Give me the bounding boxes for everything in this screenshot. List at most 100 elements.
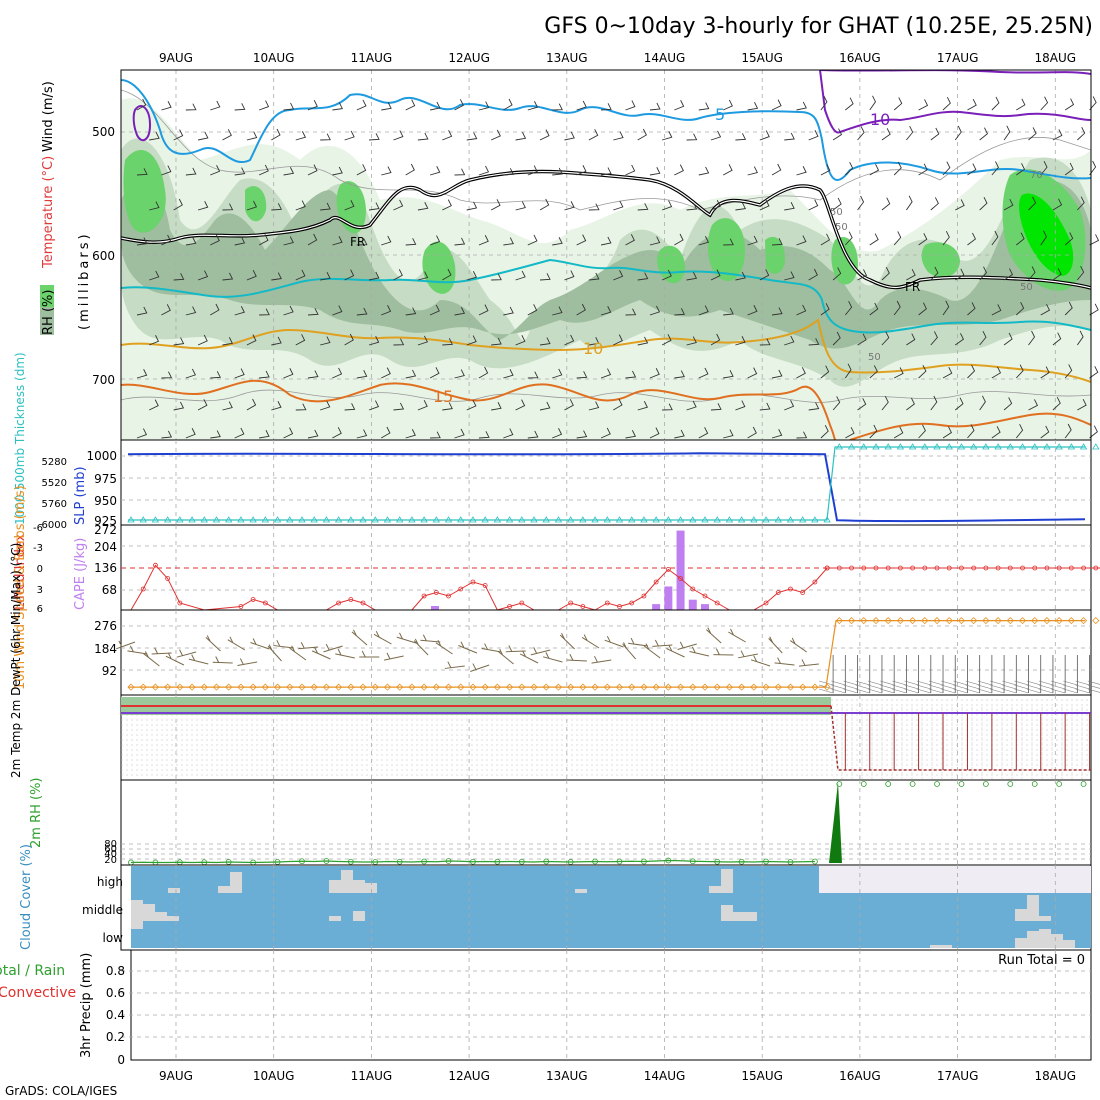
wind-barb bbox=[698, 166, 710, 176]
cape-bar bbox=[676, 530, 685, 610]
wind-barb bbox=[588, 337, 600, 346]
lifted-index-marker bbox=[140, 586, 146, 592]
wind-barb bbox=[552, 237, 563, 246]
rh2m-marker bbox=[763, 858, 769, 865]
wind-barb bbox=[698, 427, 709, 439]
wind-barb bbox=[258, 234, 269, 246]
lifted-index-marker bbox=[1056, 565, 1062, 571]
wind-barb bbox=[234, 306, 245, 316]
wind-barb bbox=[661, 269, 672, 281]
wind-barb bbox=[368, 271, 380, 281]
wind-barb bbox=[283, 427, 294, 439]
thickness-marker bbox=[933, 443, 941, 450]
wind-barb bbox=[503, 306, 514, 316]
wind10m-speed-line bbox=[128, 620, 1085, 688]
lifted-index-marker bbox=[824, 565, 830, 571]
wind10m-barb-flag bbox=[880, 684, 895, 690]
wind-barb bbox=[222, 203, 234, 211]
wind-barb bbox=[527, 234, 538, 246]
clear-patch bbox=[1027, 895, 1039, 921]
clear-patch bbox=[1015, 909, 1027, 921]
wind10m-barb bbox=[396, 632, 417, 644]
ylabel-wind: Wind (m/s) bbox=[41, 81, 56, 152]
bottom-date-label: 13AUG bbox=[546, 1069, 588, 1083]
thickness-marker bbox=[1006, 443, 1015, 450]
thickness-marker bbox=[591, 516, 599, 523]
wind10m-barb-flag bbox=[831, 680, 846, 686]
wind10m-barb bbox=[165, 652, 185, 666]
ylabel-wind10m: 10m Wind Speed & Barbs (m/s) bbox=[13, 485, 28, 690]
wind10m-speed-marker bbox=[200, 683, 208, 691]
cape-bars bbox=[431, 530, 709, 610]
wind-barb bbox=[869, 365, 878, 379]
wind-barb bbox=[405, 99, 416, 111]
wind10m-barb bbox=[289, 645, 307, 661]
wind-barb bbox=[539, 401, 551, 411]
lifted-index-marker bbox=[836, 565, 842, 571]
wind-barb bbox=[674, 100, 685, 111]
wind-barb bbox=[979, 196, 988, 211]
rh-shade-green-8 bbox=[831, 237, 858, 285]
wind10m-speed-marker bbox=[139, 683, 147, 691]
wind10m-speed-marker bbox=[628, 683, 636, 691]
wind-barb bbox=[735, 271, 746, 281]
wind10m-barb bbox=[728, 628, 746, 643]
thickness-marker bbox=[786, 516, 795, 523]
wind10m-barb-flag bbox=[831, 684, 846, 690]
wind10m-barb bbox=[384, 652, 404, 661]
wind-barb bbox=[405, 238, 417, 246]
wind-barb bbox=[454, 428, 465, 439]
wind-barb bbox=[686, 336, 697, 346]
wind-barb bbox=[967, 232, 977, 246]
wind-barb bbox=[674, 164, 684, 176]
wind-barb bbox=[661, 334, 672, 346]
wind10m-speed-marker bbox=[762, 683, 770, 691]
wind-tick-276: 276 bbox=[94, 619, 117, 633]
wind-barb bbox=[173, 198, 183, 211]
wind10m-speed-marker bbox=[212, 683, 221, 691]
wind10m-speed-marker bbox=[860, 617, 868, 625]
clear-patch bbox=[167, 916, 179, 921]
wind-barb bbox=[149, 132, 160, 141]
wind10m-barb bbox=[413, 638, 429, 656]
wind-barb bbox=[1089, 366, 1099, 379]
rh2m-marker bbox=[1007, 781, 1014, 787]
temp-0-contour bbox=[121, 258, 1091, 334]
wind-barb bbox=[930, 197, 939, 211]
thickness-marker bbox=[212, 516, 221, 523]
lifted-index-marker bbox=[1020, 565, 1025, 571]
wind-barb bbox=[747, 235, 758, 246]
wind-barb bbox=[698, 367, 709, 379]
wind-barb bbox=[881, 197, 891, 211]
wind-barb bbox=[942, 231, 950, 246]
thickness-marker bbox=[518, 516, 526, 523]
wind-barb bbox=[808, 338, 820, 346]
wind10m-barb bbox=[116, 640, 136, 650]
lifted-index-marker bbox=[678, 576, 683, 581]
wind-barb bbox=[210, 100, 221, 111]
wind-barb bbox=[723, 307, 734, 316]
wind10m-barb-flag bbox=[1051, 684, 1066, 690]
thickness-marker bbox=[163, 516, 172, 523]
wind-barb bbox=[161, 371, 173, 379]
wind10m-barb bbox=[351, 629, 368, 646]
wind10m-barb-flag bbox=[965, 684, 980, 690]
wind-barb bbox=[674, 429, 685, 439]
thickness-marker bbox=[249, 516, 257, 523]
wind10m-barb-flag bbox=[928, 684, 944, 690]
wind-barb bbox=[954, 125, 962, 141]
wind-barb bbox=[674, 370, 685, 379]
wind-barb bbox=[429, 166, 441, 176]
wind-barb bbox=[369, 133, 380, 141]
wind-barb bbox=[381, 102, 392, 111]
temp2m-panel: 2m Temp 2m DewPt (6hr Min/Max) (°C) bbox=[9, 543, 1092, 781]
wind-barb bbox=[979, 127, 988, 141]
wind-barb bbox=[600, 236, 612, 246]
thickness-marker bbox=[530, 516, 538, 523]
wind-barb bbox=[136, 237, 148, 246]
thickness-marker bbox=[1092, 443, 1100, 450]
rh2m-marker bbox=[1080, 781, 1087, 787]
wind10m-speed-marker bbox=[982, 617, 990, 625]
wind-barb bbox=[832, 267, 842, 281]
wind-barb bbox=[271, 336, 282, 346]
